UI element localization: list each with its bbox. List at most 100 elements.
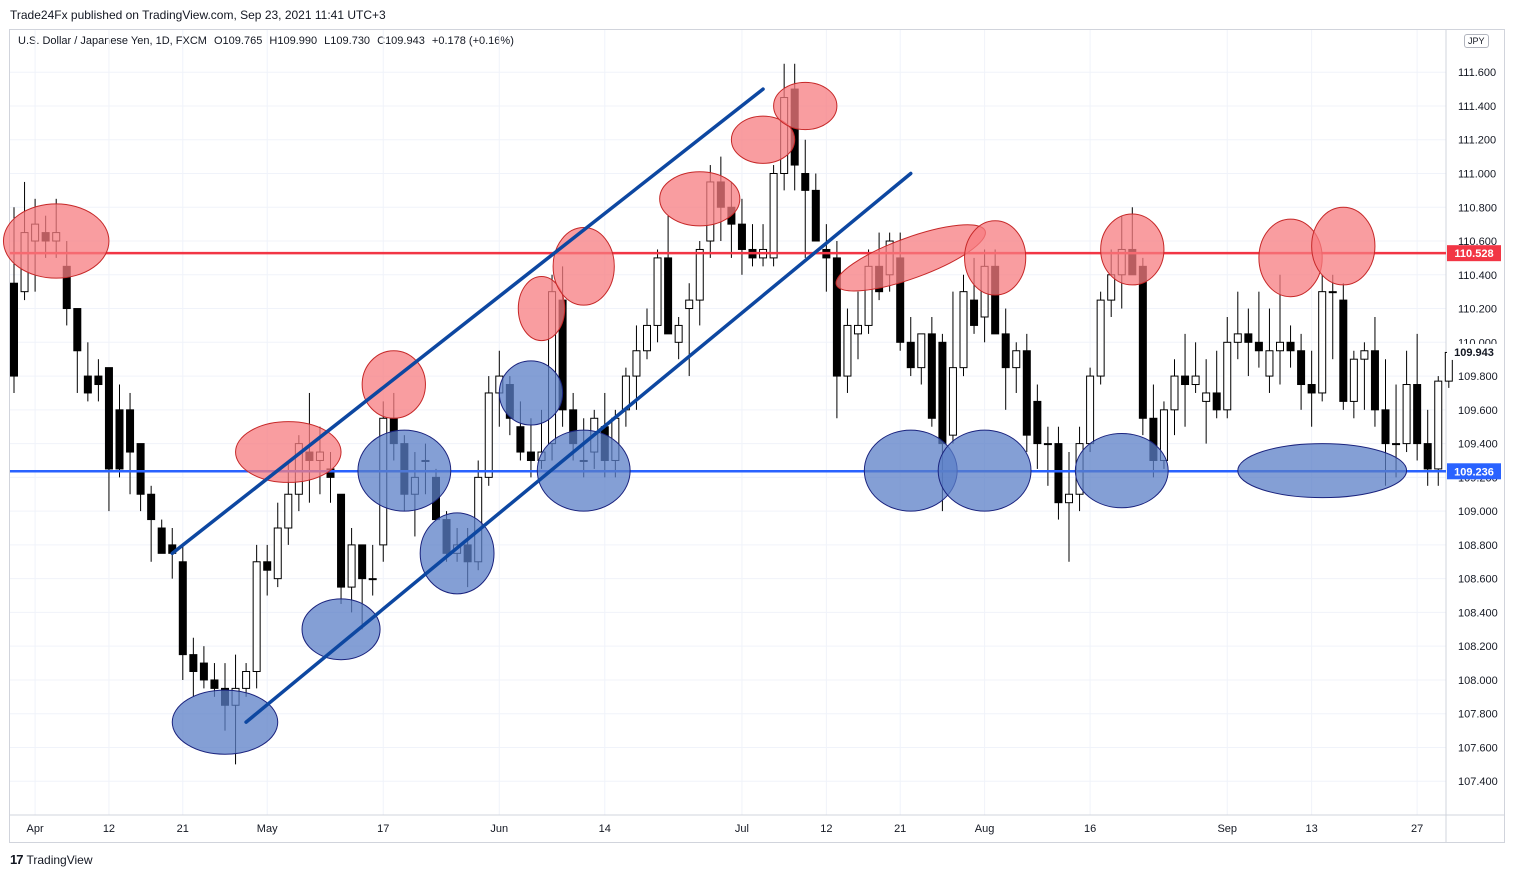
x-tick-label: 21	[894, 823, 906, 835]
candle	[263, 544, 272, 596]
currency-badge[interactable]: JPY	[1464, 34, 1489, 48]
resistance-zone	[1311, 206, 1376, 286]
x-tick-label: 17	[377, 823, 389, 835]
candle-body	[1096, 299, 1105, 377]
y-tick-label: 111.400	[1458, 101, 1496, 113]
candle	[1012, 342, 1021, 393]
y-tick-label: 108.800	[1458, 540, 1498, 552]
candle-body	[801, 172, 810, 191]
candle-body	[1012, 350, 1021, 369]
y-tick-label: 108.600	[1458, 574, 1498, 586]
candle	[83, 342, 92, 402]
candle-body	[1054, 443, 1063, 504]
brand-name: TradingView	[26, 852, 93, 867]
candle-body	[210, 679, 219, 689]
resistance-price-label: 110.528	[1447, 245, 1501, 262]
open-value: O109.765	[214, 35, 263, 47]
resistance-zone	[659, 171, 741, 227]
candle	[906, 316, 915, 377]
x-tick-label: 13	[1306, 823, 1318, 835]
candle-body	[674, 324, 683, 343]
y-tick-label: 111.200	[1458, 135, 1496, 147]
candle	[1170, 359, 1179, 436]
x-tick-label: 16	[1084, 823, 1096, 835]
upper-channel-line	[170, 87, 765, 556]
candle	[94, 359, 103, 402]
candle-body	[104, 367, 113, 470]
candle	[653, 249, 662, 343]
candle	[1318, 274, 1327, 402]
candle	[136, 443, 145, 512]
candle-body	[927, 333, 936, 419]
symbol-name[interactable]: U.S. Dollar / Japanese Yen, 1D, FXCM	[18, 35, 207, 47]
zones	[2, 81, 1408, 755]
support-price-label-text: 109.236	[1454, 466, 1494, 478]
candle-body	[263, 561, 272, 571]
candle-body	[1297, 350, 1306, 386]
candle-body	[368, 578, 377, 581]
candle	[337, 493, 346, 604]
candle	[189, 637, 198, 697]
candle-body	[1138, 265, 1147, 419]
candle-body	[948, 367, 957, 436]
candle	[1001, 308, 1010, 410]
x-tick-label: 21	[177, 823, 189, 835]
candle	[347, 528, 356, 613]
y-tick-label: 108.400	[1458, 607, 1498, 619]
candle	[695, 241, 704, 326]
candle-body	[685, 299, 694, 310]
candle-body	[516, 426, 525, 453]
candle	[632, 325, 641, 410]
candle-body	[484, 392, 493, 478]
candle	[769, 165, 778, 267]
tradingview-brand[interactable]: 17 TradingView	[10, 852, 93, 867]
support-price-label-bg	[1447, 463, 1501, 480]
change-value: +0.178 (+0.16%)	[431, 35, 514, 47]
candle	[1138, 257, 1147, 436]
candle	[1328, 274, 1337, 360]
candle	[178, 544, 187, 680]
candle	[1349, 350, 1358, 419]
candle-body	[1223, 341, 1232, 411]
y-tick-label: 109.600	[1458, 405, 1498, 417]
candle-body	[1318, 291, 1327, 394]
candle	[801, 139, 810, 258]
candle-body	[1202, 392, 1211, 402]
y-tick-label: 111.600	[1458, 67, 1496, 79]
y-tick-label: 109.000	[1458, 506, 1498, 518]
candle	[252, 544, 261, 689]
candle	[854, 291, 862, 360]
support-zone	[498, 360, 564, 426]
candle	[1297, 333, 1306, 410]
candle-body	[1191, 375, 1200, 386]
candle-body	[1265, 350, 1274, 377]
candle	[917, 333, 926, 385]
candle	[199, 646, 208, 689]
chart-frame	[9, 29, 1505, 843]
candle-body	[664, 257, 673, 335]
candle	[1423, 409, 1432, 486]
candle-body	[653, 257, 662, 326]
last-price-label: 109.943	[1447, 343, 1501, 360]
candle	[748, 224, 757, 267]
candle-body	[1413, 384, 1422, 445]
support-zone	[1237, 443, 1408, 499]
candle-body	[94, 375, 103, 386]
candle	[1233, 291, 1242, 360]
last-price-label-bg	[1447, 343, 1501, 360]
x-tick-label: Apr	[27, 823, 44, 835]
resistance-price-label-bg	[1447, 245, 1501, 262]
candle	[1402, 350, 1411, 453]
x-tick-label: 12	[820, 823, 832, 835]
candle	[759, 224, 768, 267]
y-tick-label: 107.400	[1458, 776, 1498, 788]
candle-body	[1065, 493, 1073, 504]
candle-body	[1370, 350, 1379, 411]
resistance-zone	[1100, 213, 1165, 286]
candle	[1022, 333, 1031, 453]
candle-body	[73, 308, 82, 352]
y-tick-label: 109.800	[1458, 371, 1498, 383]
candle-body	[1339, 299, 1348, 402]
candle	[664, 215, 673, 335]
